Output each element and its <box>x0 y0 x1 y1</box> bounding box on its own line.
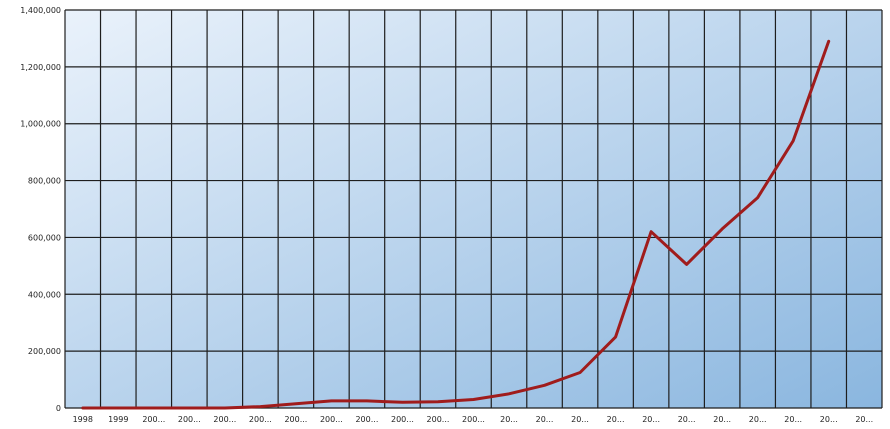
plot-area <box>65 10 882 408</box>
y-axis-ticks: 0 200,000 400,000 600,000 800,000 1,000,000 1,… <box>20 6 61 413</box>
x-tick-label: 20... <box>855 415 873 424</box>
x-tick-label: 1999 <box>108 415 128 424</box>
data-point <box>259 405 262 408</box>
y-tick-label: 400,000 <box>28 290 61 299</box>
x-tick-label: 20... <box>713 415 731 424</box>
data-point <box>472 398 475 401</box>
y-tick-label: 1,400,000 <box>20 6 61 15</box>
data-point <box>401 401 404 404</box>
x-tick-label: 200... <box>391 415 414 424</box>
y-tick-label: 1,000,000 <box>20 120 61 129</box>
x-tick-label: 200... <box>213 415 236 424</box>
y-tick-label: 0 <box>56 404 61 413</box>
data-point <box>81 407 84 409</box>
y-tick-label: 600,000 <box>28 233 61 242</box>
data-point <box>721 228 723 230</box>
data-point <box>756 196 759 199</box>
data-point <box>685 263 688 266</box>
x-tick-label: 20... <box>820 415 838 424</box>
x-axis-ticks: 1998 1999 200... 200... 200... 200... 200... 20… <box>73 415 874 424</box>
data-point <box>224 407 226 409</box>
x-tick-label: 1998 <box>73 415 93 424</box>
data-point <box>792 139 794 142</box>
x-tick-label: 200... <box>462 415 485 424</box>
data-point <box>508 392 510 395</box>
data-point <box>188 407 191 409</box>
x-tick-label: 20... <box>678 415 696 424</box>
x-tick-label: 20... <box>607 415 625 424</box>
data-point <box>650 230 652 233</box>
x-tick-label: 200... <box>142 415 165 424</box>
data-point <box>295 402 297 405</box>
data-point <box>117 407 120 409</box>
x-tick-label: 20... <box>500 415 518 424</box>
data-point <box>366 400 368 402</box>
data-point <box>437 400 439 403</box>
data-point <box>579 371 581 374</box>
x-tick-label: 20... <box>571 415 589 424</box>
y-tick-label: 200,000 <box>28 347 61 356</box>
data-point <box>543 384 546 387</box>
x-tick-label: 20... <box>536 415 554 424</box>
y-tick-label: 800,000 <box>28 177 61 186</box>
x-tick-label: 200... <box>284 415 307 424</box>
grid <box>64 9 883 409</box>
x-tick-label: 200... <box>320 415 343 424</box>
x-tick-label: 200... <box>427 415 450 424</box>
data-point <box>827 40 830 43</box>
x-tick-label: 20... <box>749 415 767 424</box>
x-tick-label: 200... <box>355 415 378 424</box>
x-tick-label: 20... <box>642 415 660 424</box>
data-point <box>330 400 333 402</box>
data-point <box>153 407 155 409</box>
series-line <box>81 39 831 410</box>
series <box>81 39 831 410</box>
y-tick-label: 1,200,000 <box>20 63 61 72</box>
x-tick-label: 200... <box>249 415 272 424</box>
x-tick-label: 20... <box>784 415 802 424</box>
x-tick-label: 200... <box>178 415 201 424</box>
data-point <box>614 336 617 338</box>
